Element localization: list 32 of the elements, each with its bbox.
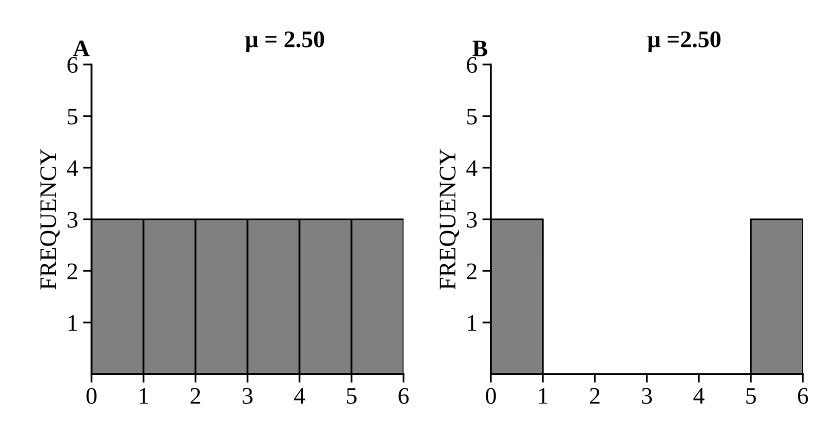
- x-tick-label: 3: [242, 388, 252, 404]
- y-tick-label: 3: [68, 212, 78, 228]
- y-tick-label: 6: [68, 57, 78, 73]
- y-tick-label: 4: [466, 160, 478, 176]
- x-tick-label: 2: [590, 388, 600, 404]
- y-tick-label: 1: [468, 315, 476, 331]
- y-axis-title: FREQUENCY: [40, 149, 60, 290]
- x-tick-label: 6: [798, 388, 808, 404]
- x-tick-label: 0: [486, 388, 496, 404]
- x-tick-label: 4: [294, 388, 306, 404]
- chart-title: B: [472, 40, 488, 56]
- text: μ =2.50: [648, 31, 720, 52]
- y-axis-title: FREQUENCY: [440, 149, 460, 290]
- y-tick-label: 1: [68, 315, 77, 331]
- x-tick-label: 4: [693, 388, 704, 404]
- y-tick-label: 2: [466, 263, 476, 280]
- y-tick-label: 6: [466, 57, 477, 73]
- x-tick-label: 1: [539, 388, 548, 404]
- x-tick-label: 3: [642, 388, 652, 404]
- x-tick-label: 0: [86, 388, 97, 404]
- x-tick-label: 6: [398, 388, 409, 404]
- y-tick-label: 2: [68, 263, 78, 280]
- x-tick-label: 5: [746, 388, 756, 404]
- y-tick-label: 3: [467, 212, 477, 228]
- x-tick-label: 1: [140, 388, 148, 404]
- text: μ = 2.50: [245, 31, 324, 52]
- x-tick-label: 2: [190, 388, 200, 404]
- y-tick-label: 5: [68, 108, 78, 125]
- y-tick-label: 5: [467, 108, 477, 125]
- y-tick-label: 4: [66, 160, 78, 176]
- chart-title: A: [73, 40, 90, 56]
- x-tick-label: 5: [346, 388, 356, 404]
